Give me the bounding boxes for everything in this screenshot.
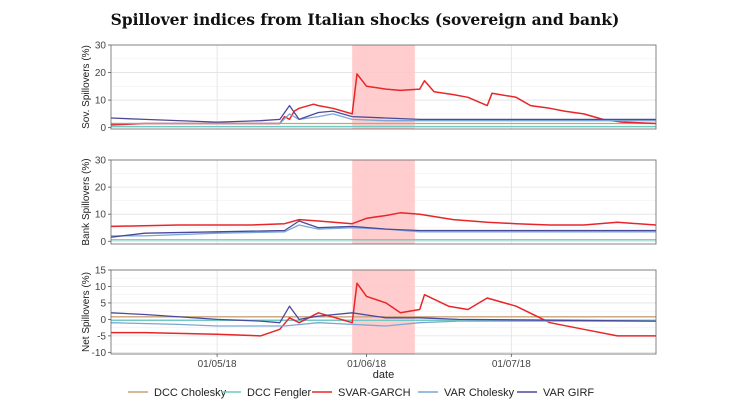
y-axis-label: Sov. Spillovers (%): [81, 45, 92, 129]
legend-item: VAR Cholesky: [418, 387, 515, 399]
legend: DCC Cholesky DCC Fengler SVAR-GARCH VAR Cho…: [128, 387, 594, 399]
x-tick-label: 01/06/18: [347, 359, 386, 370]
y-tick-label: 20: [95, 183, 107, 194]
series-line-var-girf: [110, 220, 656, 238]
x-tick-label: 01/05/18: [198, 359, 237, 370]
legend-label: VAR GIRF: [543, 387, 594, 399]
x-axis-label: date: [373, 369, 394, 381]
series-line-var-cholesky: [111, 113, 656, 125]
y-tick-label: 10: [95, 210, 107, 221]
y-tick-label: 20: [95, 68, 107, 79]
series-line-var-cholesky: [110, 320, 656, 327]
series-line-svar-garch: [110, 212, 657, 228]
legend-item: DCC Cholesky: [128, 387, 227, 399]
shaded-period: [352, 45, 415, 129]
panel-border: [110, 269, 657, 355]
series-line-var-girf: [110, 104, 656, 123]
legend-item: SVAR-GARCH: [312, 387, 411, 399]
legend-label: SVAR-GARCH: [338, 387, 411, 399]
y-tick-label: 30: [95, 41, 107, 52]
legend-label: VAR Cholesky: [444, 387, 515, 399]
y-tick-label: 15: [95, 266, 107, 277]
y-axis-label: Net Spillovers (%): [81, 272, 92, 352]
y-tick-label: 0: [100, 237, 106, 248]
panel-border: [110, 159, 657, 245]
y-tick-label: -5: [97, 331, 106, 342]
legend-label: DCC Cholesky: [154, 387, 227, 399]
y-tick-label: 0: [100, 123, 106, 134]
y-tick-label: 0: [100, 315, 106, 326]
series-line-var-cholesky: [111, 224, 656, 237]
legend-item: VAR GIRF: [517, 387, 594, 399]
x-tick-label: 01/07/18: [492, 359, 531, 370]
series-line-svar-garch: [111, 282, 656, 337]
legend-label: DCC Fengler: [247, 387, 312, 399]
series-line-var-girf: [110, 305, 657, 324]
y-tick-label: 30: [95, 156, 107, 167]
chart-title: Spillover indices from Italian shocks (s…: [110, 10, 620, 29]
y-tick-label: 5: [100, 298, 106, 309]
shaded-period: [352, 160, 415, 244]
y-tick-label: 10: [95, 96, 107, 107]
y-axis-label: Bank Spillovers (%): [81, 158, 92, 245]
y-tick-label: -10: [92, 348, 107, 359]
panel-border: [110, 44, 657, 130]
y-tick-label: 10: [95, 282, 107, 293]
legend-item: DCC Fengler: [221, 387, 312, 399]
